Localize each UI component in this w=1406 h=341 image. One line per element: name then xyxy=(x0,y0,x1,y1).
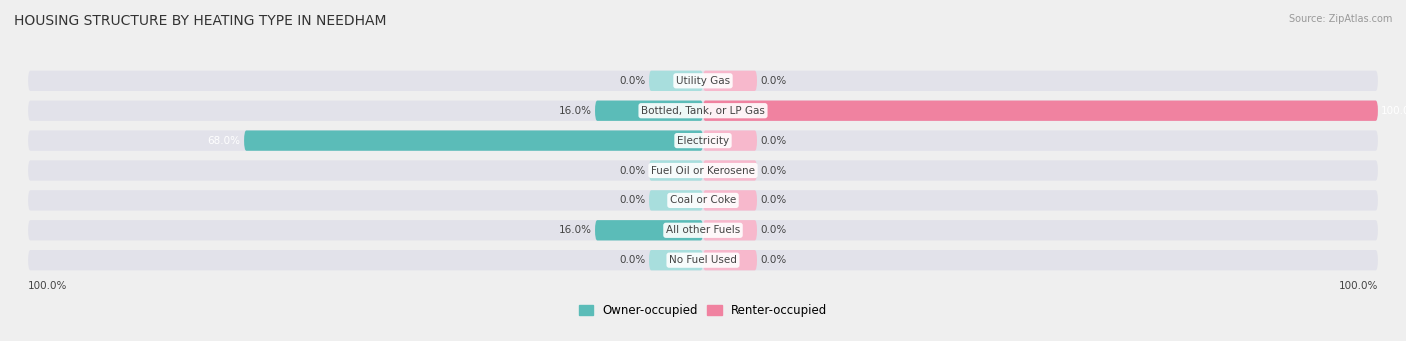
Text: Electricity: Electricity xyxy=(676,136,730,146)
Text: Bottled, Tank, or LP Gas: Bottled, Tank, or LP Gas xyxy=(641,106,765,116)
FancyBboxPatch shape xyxy=(28,71,1378,91)
FancyBboxPatch shape xyxy=(703,131,756,151)
FancyBboxPatch shape xyxy=(28,101,1378,121)
Text: 16.0%: 16.0% xyxy=(558,106,592,116)
Text: 100.0%: 100.0% xyxy=(1381,106,1406,116)
FancyBboxPatch shape xyxy=(650,250,703,270)
FancyBboxPatch shape xyxy=(28,250,1378,270)
FancyBboxPatch shape xyxy=(28,131,1378,151)
Text: 0.0%: 0.0% xyxy=(620,76,645,86)
FancyBboxPatch shape xyxy=(650,160,703,181)
FancyBboxPatch shape xyxy=(703,250,756,270)
FancyBboxPatch shape xyxy=(28,160,1378,181)
Text: 0.0%: 0.0% xyxy=(761,225,786,235)
Text: Source: ZipAtlas.com: Source: ZipAtlas.com xyxy=(1288,14,1392,24)
Text: 16.0%: 16.0% xyxy=(558,225,592,235)
Text: All other Fuels: All other Fuels xyxy=(666,225,740,235)
FancyBboxPatch shape xyxy=(650,71,703,91)
Legend: Owner-occupied, Renter-occupied: Owner-occupied, Renter-occupied xyxy=(574,299,832,322)
Text: Fuel Oil or Kerosene: Fuel Oil or Kerosene xyxy=(651,165,755,176)
Text: 100.0%: 100.0% xyxy=(1339,281,1378,291)
Text: 100.0%: 100.0% xyxy=(28,281,67,291)
FancyBboxPatch shape xyxy=(28,190,1378,210)
Text: 0.0%: 0.0% xyxy=(620,255,645,265)
Text: HOUSING STRUCTURE BY HEATING TYPE IN NEEDHAM: HOUSING STRUCTURE BY HEATING TYPE IN NEE… xyxy=(14,14,387,28)
Text: 0.0%: 0.0% xyxy=(761,76,786,86)
Text: 68.0%: 68.0% xyxy=(208,136,240,146)
FancyBboxPatch shape xyxy=(703,160,756,181)
Text: 0.0%: 0.0% xyxy=(620,165,645,176)
Text: 0.0%: 0.0% xyxy=(761,255,786,265)
FancyBboxPatch shape xyxy=(595,220,703,240)
FancyBboxPatch shape xyxy=(703,190,756,210)
FancyBboxPatch shape xyxy=(650,190,703,210)
FancyBboxPatch shape xyxy=(28,220,1378,240)
Text: Utility Gas: Utility Gas xyxy=(676,76,730,86)
Text: Coal or Coke: Coal or Coke xyxy=(669,195,737,205)
Text: 0.0%: 0.0% xyxy=(761,195,786,205)
FancyBboxPatch shape xyxy=(703,220,756,240)
Text: 0.0%: 0.0% xyxy=(761,165,786,176)
Text: 0.0%: 0.0% xyxy=(761,136,786,146)
Text: No Fuel Used: No Fuel Used xyxy=(669,255,737,265)
Text: 0.0%: 0.0% xyxy=(620,195,645,205)
FancyBboxPatch shape xyxy=(703,101,1378,121)
FancyBboxPatch shape xyxy=(703,71,756,91)
FancyBboxPatch shape xyxy=(245,131,703,151)
FancyBboxPatch shape xyxy=(595,101,703,121)
